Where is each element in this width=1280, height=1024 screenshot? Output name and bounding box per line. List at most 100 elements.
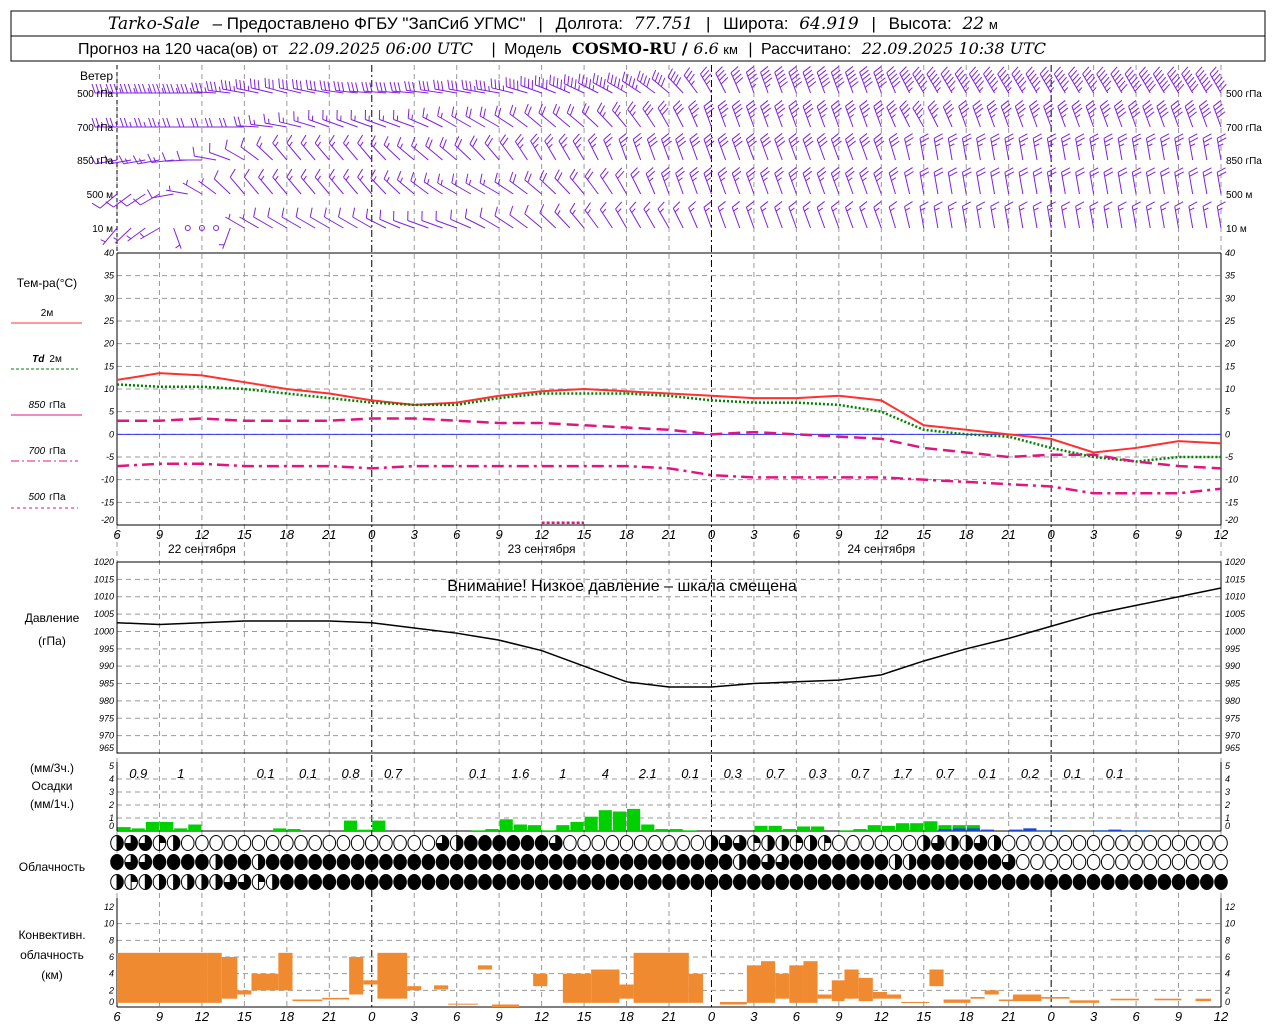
- cloud-circle: [492, 835, 506, 851]
- cloud-cover-icon: [803, 835, 818, 851]
- cloud-circle: [364, 854, 379, 870]
- wind-barb-icon: [469, 135, 486, 161]
- wind-barb-icon: [1068, 66, 1084, 94]
- y-tick-label-right: 3: [1225, 787, 1230, 797]
- x-tick-label-bottom: 9: [496, 1009, 503, 1024]
- wind-level-label: 500 гПа: [77, 89, 113, 100]
- wind-barb-icon: [703, 100, 715, 128]
- wind-barb-icon: [176, 150, 202, 161]
- x-tick-label-bottom: 18: [280, 1009, 295, 1024]
- conv-title-2: облачность: [20, 948, 84, 962]
- cloud-circle: [817, 854, 832, 870]
- wind-barb-icon: [410, 171, 429, 195]
- precip-3h-total: 0.7: [936, 766, 955, 781]
- cloud-circle: [350, 874, 365, 890]
- model-name: COSMO-RU /: [572, 39, 693, 58]
- wind-barb-icon: [375, 81, 401, 94]
- cloud-circle: [506, 835, 521, 851]
- wind-barb-icon: [947, 167, 958, 195]
- cloud-cover-icon: [874, 854, 889, 870]
- cloud-cover-icon: [846, 854, 860, 870]
- cloud-circle: [1143, 854, 1158, 870]
- y-tick-label: 980: [99, 696, 114, 706]
- wind-barb-icon: [166, 185, 188, 195]
- cloud-circle: [1185, 835, 1200, 851]
- y-tick-label-right: 0: [1225, 997, 1230, 1007]
- legend-500: 500 гПа: [28, 492, 66, 503]
- y-tick-label: 965: [99, 743, 115, 753]
- cloud-fill: [117, 835, 124, 851]
- y-tick-label-right: 990: [1225, 661, 1240, 671]
- cloud-cover-icon: [1185, 874, 1200, 890]
- cloud-circle: [846, 835, 860, 851]
- rain-bar: [952, 825, 966, 831]
- cloud-cover-icon: [916, 854, 931, 870]
- x-tick-label: 6: [113, 527, 121, 542]
- wind-barb-icon: [383, 170, 401, 195]
- x-tick-label-bottom: 15: [917, 1009, 932, 1024]
- wind-barb-icon: [286, 134, 302, 161]
- wind-barb-icon: [997, 66, 1013, 94]
- convective-cloud-bar: [998, 999, 1013, 1002]
- wind-barb-icon: [278, 112, 302, 128]
- rain-bar: [343, 820, 358, 831]
- cloud-circle: [492, 854, 506, 870]
- y-tick-label-right: 8: [1225, 935, 1230, 945]
- wind-barb-icon: [859, 133, 871, 161]
- rain-bar: [867, 825, 881, 831]
- cloud-cover-icon: [124, 835, 138, 851]
- wind-barb-icon: [1043, 100, 1055, 128]
- wind-barb-icon: [220, 79, 245, 94]
- cloud-circle: [393, 854, 407, 870]
- cloud-cover-icon: [1100, 874, 1115, 890]
- y-tick-label-right: -15: [1225, 497, 1239, 507]
- cloud-circle: [591, 874, 606, 890]
- wind-barb-icon: [1131, 201, 1141, 229]
- wind-barb-icon: [421, 210, 443, 229]
- wind-barb-icon: [365, 208, 387, 229]
- cloud-circle: [633, 874, 648, 890]
- x-tick-label: 15: [577, 527, 592, 542]
- cloud-cover-icon: [1044, 874, 1058, 890]
- temperature-series-2: [117, 417, 1222, 470]
- cloud-cover-icon: [195, 874, 209, 890]
- cloud-circle: [1115, 874, 1129, 890]
- cloud-circle: [308, 874, 322, 890]
- wind-barb-icon: [126, 227, 146, 242]
- wind-barb-icon: [119, 83, 146, 94]
- cloud-cover-icon: [874, 835, 889, 851]
- cloud-cover-icon: [237, 854, 252, 870]
- wind-barb-icon: [350, 109, 372, 128]
- wind-barb-icon: [1202, 167, 1213, 195]
- precip-3h-total: 2.1: [638, 766, 657, 781]
- wind-barb-icon: [912, 100, 925, 128]
- cloud-circle: [322, 874, 337, 890]
- wind-barb-icon: [450, 209, 472, 229]
- wind-level-label: 700 гПа: [77, 123, 113, 134]
- rain-bar: [471, 830, 485, 831]
- cloud-circle: [308, 854, 322, 870]
- cloud-cover-icon: [931, 835, 945, 851]
- wind-barb-icon: [563, 74, 585, 94]
- pressure-unit: (гПа): [38, 634, 66, 648]
- y-tick-label: 0: [109, 821, 114, 831]
- rain-bar: [782, 829, 796, 831]
- wind-barb-icon: [1174, 201, 1184, 229]
- cloud-fill: [159, 874, 166, 890]
- wind-barb-icon: [1060, 167, 1071, 195]
- convective-cloud-bar: [533, 973, 548, 987]
- cloud-circle: [945, 854, 959, 870]
- wind-barb-icon: [1060, 201, 1071, 229]
- wind-barb-icon: [976, 167, 986, 195]
- y-tick-label-right: 985: [1225, 679, 1241, 689]
- wind-barb-icon: [672, 100, 684, 128]
- cloud-circle: [478, 854, 492, 870]
- cloud-cover-icon: [449, 874, 464, 890]
- snow-bar: [1051, 830, 1065, 831]
- precip-unit-3h: (мм/3ч.): [30, 761, 74, 775]
- cloud-cover-icon: [1086, 854, 1101, 870]
- cloud-cover-icon: [1171, 835, 1186, 851]
- x-tick-label-bottom: 6: [793, 1009, 801, 1024]
- wind-level-label: 850 гПа: [77, 156, 113, 167]
- convective-cloud-bar: [719, 1002, 747, 1005]
